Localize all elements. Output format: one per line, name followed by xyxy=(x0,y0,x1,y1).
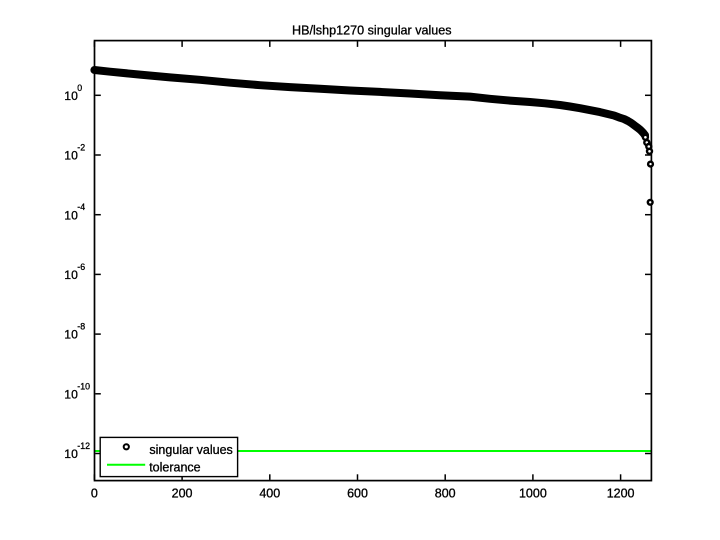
svg-text:1000: 1000 xyxy=(519,487,547,501)
svg-text:1200: 1200 xyxy=(607,487,635,501)
svg-text:-4: -4 xyxy=(77,202,85,212)
svg-text:10: 10 xyxy=(64,387,78,401)
svg-text:10: 10 xyxy=(64,149,78,163)
svg-text:-2: -2 xyxy=(77,143,85,153)
svg-text:10: 10 xyxy=(64,268,78,282)
svg-text:-10: -10 xyxy=(77,381,90,391)
svg-text:200: 200 xyxy=(172,487,193,501)
svg-text:-8: -8 xyxy=(77,322,85,332)
svg-text:tolerance: tolerance xyxy=(149,460,200,474)
svg-text:10: 10 xyxy=(64,89,78,103)
svg-text:10: 10 xyxy=(64,447,78,461)
svg-text:0: 0 xyxy=(77,83,82,93)
svg-text:-12: -12 xyxy=(77,441,90,451)
svg-text:0: 0 xyxy=(91,487,98,501)
svg-text:10: 10 xyxy=(64,328,78,342)
svg-text:10: 10 xyxy=(64,208,78,222)
svg-text:600: 600 xyxy=(347,487,368,501)
svg-text:singular values: singular values xyxy=(149,443,232,457)
svg-text:-6: -6 xyxy=(77,262,85,272)
svg-text:800: 800 xyxy=(435,487,456,501)
svg-text:400: 400 xyxy=(259,487,280,501)
svg-text:HB/lshp1270 singular values: HB/lshp1270 singular values xyxy=(292,23,452,37)
